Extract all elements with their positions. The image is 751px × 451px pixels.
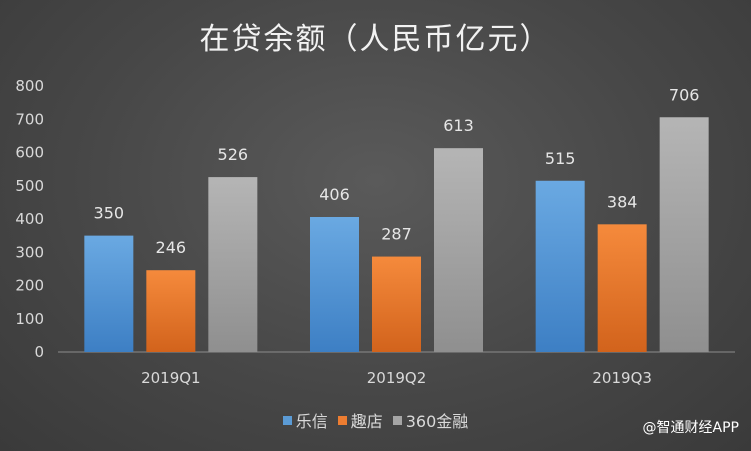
bar (84, 235, 134, 352)
data-label: 246 (156, 238, 187, 257)
data-label: 350 (94, 204, 125, 223)
bar (372, 256, 421, 352)
chart-title: 在贷余额（人民币亿元） (199, 22, 552, 57)
x-tick-label: 2019Q2 (367, 369, 427, 387)
y-tick-label: 600 (15, 144, 44, 162)
bar (310, 217, 359, 352)
legend-label-360: 360金融 (405, 412, 469, 431)
data-label: 526 (218, 145, 249, 164)
y-tick-label: 0 (34, 343, 44, 361)
legend-swatch-360 (392, 415, 402, 425)
legend-item-lexin: 乐信 (282, 408, 328, 432)
chart-legend: 乐信 趣店 360金融 (0, 408, 751, 432)
data-label: 384 (607, 192, 638, 211)
y-tick-label: 100 (15, 310, 44, 328)
y-tick-label: 400 (15, 210, 44, 228)
y-tick-label: 800 (15, 77, 44, 95)
data-label: 287 (381, 225, 412, 244)
y-tick-label: 300 (15, 243, 44, 261)
data-label: 406 (319, 185, 350, 204)
legend-label-qudian: 趣店 (350, 412, 383, 431)
x-tick-label: 2019Q3 (592, 369, 652, 387)
legend-swatch-qudian (337, 415, 347, 425)
legend-label-lexin: 乐信 (295, 412, 328, 431)
y-tick-label: 500 (15, 177, 44, 195)
data-label: 706 (669, 85, 700, 104)
legend-swatch-lexin (282, 415, 292, 425)
legend-item-qudian: 趣店 (337, 408, 383, 432)
bar (434, 148, 483, 352)
bar (208, 177, 258, 352)
bar (535, 180, 585, 352)
y-tick-label: 200 (15, 277, 44, 295)
watermark: @智通财经APP (642, 420, 739, 436)
data-label: 515 (545, 149, 576, 168)
y-tick-label: 700 (15, 110, 44, 128)
legend-item-360: 360金融 (392, 408, 469, 432)
bar (146, 270, 196, 352)
x-tick-label: 2019Q1 (141, 369, 201, 387)
bar (597, 224, 647, 352)
data-label: 613 (443, 116, 474, 135)
bar (659, 117, 709, 352)
